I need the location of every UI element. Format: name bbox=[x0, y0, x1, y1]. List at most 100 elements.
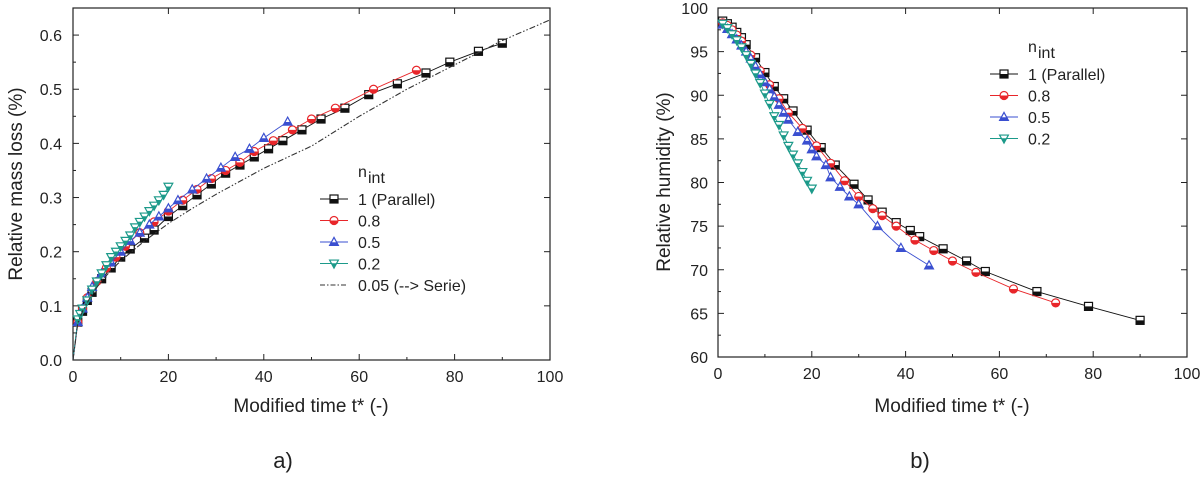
y-axis-title: Relative mass loss (%) bbox=[6, 87, 27, 280]
y-tick-label: 0.2 bbox=[40, 245, 62, 262]
data-point bbox=[923, 259, 935, 270]
x-tick-label: 80 bbox=[1084, 366, 1102, 383]
marker-fill bbox=[150, 230, 159, 235]
data-point bbox=[148, 201, 160, 212]
marker-fill bbox=[122, 240, 129, 246]
marker-fill bbox=[868, 208, 877, 213]
legend-entry: 0.5 bbox=[990, 110, 1050, 127]
marker-fill bbox=[743, 54, 749, 60]
series-3 bbox=[72, 115, 294, 361]
data-point bbox=[792, 159, 804, 170]
series-4 bbox=[72, 182, 174, 361]
y-tick-label: 100 bbox=[681, 1, 708, 18]
x-tick-label: 100 bbox=[537, 369, 564, 386]
legend-entry: 1 (Parallel) bbox=[320, 192, 435, 209]
data-point bbox=[782, 113, 794, 124]
marker-fill bbox=[264, 148, 273, 153]
data-point bbox=[110, 247, 122, 258]
legend-label: 0.2 bbox=[358, 257, 380, 274]
marker-fill bbox=[781, 135, 787, 140]
marker-fill bbox=[779, 112, 789, 117]
y-tick-label: 0.6 bbox=[40, 28, 62, 45]
marker-fill bbox=[1136, 320, 1145, 325]
marker-fill bbox=[831, 165, 840, 170]
data-point bbox=[787, 150, 799, 161]
chart-panel-1: 0 20 40 60 80 100 0.0 0.1 0.2 0.3 0.4 0.5 0.6 Modifie… bbox=[6, 7, 564, 473]
marker-fill bbox=[760, 72, 769, 77]
x-tick-label: 80 bbox=[446, 369, 464, 386]
marker-fill bbox=[971, 272, 980, 277]
marker-fill bbox=[766, 103, 773, 109]
marker-fill bbox=[202, 178, 211, 183]
marker-fill bbox=[999, 117, 1009, 121]
data-point bbox=[1008, 284, 1019, 294]
data-point bbox=[263, 144, 274, 154]
marker-fill bbox=[809, 188, 815, 194]
legend-entry: 0.2 bbox=[990, 132, 1050, 149]
data-point bbox=[773, 98, 785, 109]
marker-fill bbox=[948, 261, 957, 266]
data-point bbox=[834, 181, 846, 191]
marker-fill bbox=[103, 265, 110, 270]
marker-fill bbox=[75, 319, 81, 324]
data-point bbox=[235, 157, 245, 167]
data-point bbox=[797, 123, 808, 134]
data-point bbox=[201, 172, 212, 183]
x-tick-label: 20 bbox=[803, 366, 821, 383]
data-point bbox=[797, 167, 808, 178]
data-point bbox=[268, 136, 278, 146]
y-tick-label: 85 bbox=[690, 132, 708, 149]
marker-fill bbox=[421, 72, 430, 77]
x-tick-label: 0 bbox=[69, 369, 78, 386]
legend-entry: 1 (Parallel) bbox=[990, 67, 1105, 84]
marker-fill bbox=[89, 289, 95, 295]
marker-fill bbox=[156, 200, 162, 205]
series-1 bbox=[717, 16, 1145, 325]
series-2 bbox=[717, 18, 1061, 308]
series-1 bbox=[72, 38, 507, 361]
data-point bbox=[421, 68, 431, 78]
data-point bbox=[877, 211, 887, 221]
series-line bbox=[72, 19, 551, 361]
marker-fill bbox=[803, 130, 812, 135]
legend: n int 1 (Parallel) 0.8 0.5 0.2 bbox=[990, 39, 1105, 149]
marker-fill bbox=[193, 194, 202, 199]
marker-fill bbox=[207, 184, 216, 188]
marker-fill bbox=[1001, 138, 1007, 144]
series-line bbox=[72, 186, 169, 361]
data-point bbox=[754, 78, 766, 89]
data-point bbox=[162, 202, 174, 213]
legend-entry: 0.5 bbox=[320, 235, 380, 252]
panel-label: b) bbox=[910, 448, 930, 473]
marker-fill bbox=[140, 238, 149, 243]
marker-fill bbox=[850, 184, 859, 189]
marker-fill bbox=[770, 86, 779, 91]
marker-fill bbox=[330, 199, 338, 203]
data-point bbox=[849, 179, 859, 189]
data-point bbox=[750, 69, 761, 80]
legend-label: 1 (Parallel) bbox=[1028, 67, 1105, 84]
data-point bbox=[872, 220, 883, 231]
data-point bbox=[153, 196, 165, 207]
marker-fill bbox=[873, 226, 882, 230]
marker-fill bbox=[748, 63, 754, 69]
marker-fill bbox=[752, 73, 759, 79]
y-tick-label: 0.1 bbox=[40, 299, 62, 316]
data-point bbox=[801, 176, 813, 187]
data-point bbox=[1032, 286, 1042, 297]
data-point bbox=[1083, 301, 1094, 311]
data-point bbox=[134, 217, 146, 228]
series-line bbox=[72, 42, 503, 361]
y-tick-label: 0.5 bbox=[40, 82, 62, 99]
marker-fill bbox=[330, 220, 338, 225]
data-point bbox=[278, 136, 288, 146]
marker-fill bbox=[151, 205, 157, 211]
series-line bbox=[717, 18, 1141, 321]
data-point bbox=[120, 236, 131, 247]
legend-title: n bbox=[358, 164, 367, 181]
data-point bbox=[143, 207, 155, 217]
data-point bbox=[158, 190, 170, 201]
marker-fill bbox=[804, 180, 810, 186]
marker-fill bbox=[854, 204, 864, 208]
marker-fill bbox=[1051, 302, 1060, 307]
